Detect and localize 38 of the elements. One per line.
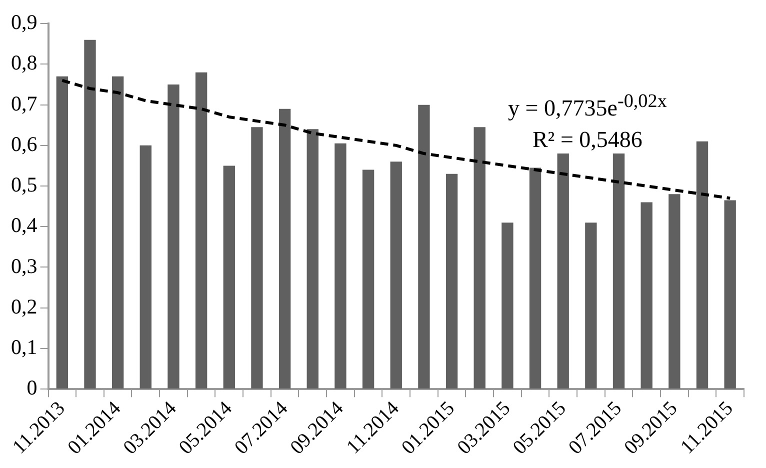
- bar: [724, 200, 736, 389]
- bar: [112, 76, 124, 389]
- bar: [446, 174, 458, 389]
- y-tick-label: 0,7: [11, 91, 38, 116]
- bar: [696, 141, 708, 389]
- bar: [612, 154, 625, 389]
- bar: [140, 145, 152, 389]
- y-tick-label: 0,9: [11, 10, 38, 34]
- bar: [390, 162, 402, 389]
- bar: [640, 202, 652, 389]
- bar: [168, 84, 180, 389]
- bar: [418, 104, 430, 389]
- y-tick-label: 0: [26, 376, 38, 400]
- y-tick-label: 0,5: [11, 172, 38, 197]
- bar: [668, 194, 680, 389]
- y-tick-label: 0,3: [11, 254, 38, 278]
- bar: [585, 222, 597, 389]
- bar: [362, 170, 374, 389]
- y-tick-label: 0,2: [11, 294, 38, 318]
- bar: [529, 168, 542, 389]
- y-tick-label: 0,1: [11, 334, 38, 359]
- bar: [334, 143, 346, 389]
- line-series: [60, 78, 732, 200]
- bar: [195, 72, 208, 389]
- bar: [557, 154, 569, 389]
- bar: [306, 129, 318, 389]
- bar: [223, 166, 235, 389]
- bar: [56, 76, 68, 389]
- bar: [502, 222, 514, 389]
- y-tick-label: 0,4: [11, 213, 38, 238]
- bar: [251, 127, 263, 389]
- y-tick-label: 0,8: [11, 50, 38, 75]
- bar: [84, 40, 96, 389]
- bar: [278, 108, 291, 389]
- y-tick-label: 0,6: [11, 132, 38, 156]
- bar: [474, 127, 486, 389]
- annotation: R² = 0,5486: [531, 126, 644, 154]
- annotation: y = 0,7735e$^{-0,02x}$: [508, 90, 667, 123]
